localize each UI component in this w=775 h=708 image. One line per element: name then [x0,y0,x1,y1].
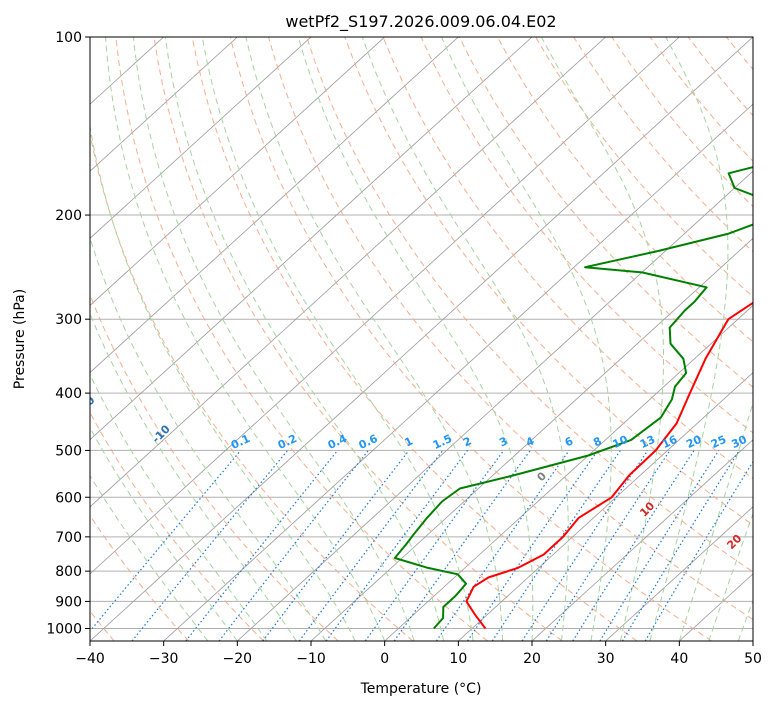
x-tick-label: −30 [149,651,179,667]
isotherm-line [605,506,753,641]
x-tick-label: 10 [449,651,467,667]
y-tick-label: 100 [55,30,82,46]
moist-adiabat-line [201,37,474,641]
mixing-ratio-line [491,450,621,641]
moist-adiabat-line [649,37,729,641]
moist-adiabat-line [105,37,386,641]
moist-adiabat-line [441,37,612,641]
x-tick-label: −20 [223,651,253,667]
isotherm-line [458,372,753,641]
mixing-ratio-line [298,450,444,641]
dry-adiabat-line [90,514,190,641]
x-tick-label: 0 [380,651,389,667]
dry-adiabat-line [90,411,264,641]
x-tick-label: 20 [523,651,541,667]
mixing-ratio-line [131,450,289,641]
moist-adiabat-line [708,512,753,641]
x-tick-label: 40 [670,651,688,667]
series-layer [393,166,753,630]
dry-adiabat-line [191,37,638,641]
x-tick-label: 50 [744,651,762,667]
grid-layer [90,37,753,641]
y-tick-label: 900 [55,594,82,610]
mixing-ratio-label: 16 [660,433,680,451]
y-tick-label: 200 [55,208,82,224]
mixing-ratio-line [90,450,242,632]
moist-adiabat-line [90,312,297,641]
y-tick-label: 800 [55,564,82,580]
dry-adiabat-line [306,37,753,573]
moist-adiabat-line [245,37,503,641]
mixing-ratio-line [545,450,671,641]
dry-adiabat-line [268,37,753,621]
isotherm-line [90,37,533,441]
moist-adiabat-line [90,426,238,641]
mixing-ratio-line [325,450,468,641]
dry-adiabat-line [229,37,712,641]
x-tick-label: −10 [296,651,326,667]
mixing-ratio-label: 20 [684,433,704,451]
isotherm-line [90,37,753,641]
mixing-ratio-label: 13 [638,433,657,451]
mixing-ratio-line [262,450,410,641]
isotherm-line [163,103,753,641]
mixing-ratio-line [521,450,649,641]
mixing-ratio-line [466,450,599,641]
mixing-ratio-line [621,450,740,641]
mixing-ratio-line [599,450,720,641]
mixing-ratio-label: 30 [729,433,749,451]
isotherm-line [90,37,385,306]
isotherm-line [90,37,680,575]
dewpoint-line [393,166,753,630]
isotherm-line [237,170,753,641]
isotherm-line [310,237,753,641]
moist-adiabat-line [90,236,327,641]
isotherm-line [90,37,606,508]
isotherm-line [90,37,459,374]
mixing-ratio-label: 36 [750,433,770,451]
plot-frame [89,36,754,642]
mixing-ratio-line [185,450,339,641]
mixing-ratio-line [364,450,505,641]
moist-adiabat-line [90,373,268,641]
isotherm-line [90,37,238,172]
y-tick-label: 600 [55,490,82,506]
moist-adiabat-line [297,37,534,641]
x-tick-label: −40 [75,651,105,667]
moist-adiabat-line [90,474,209,641]
mixing-ratio-line [572,450,695,641]
mixing-ratio-line [393,450,531,641]
mixing-ratio-line [435,450,570,641]
mixing-ratio-label: 10 [611,433,631,451]
moist-adiabat-line [540,37,664,641]
y-tick-label: 300 [55,312,82,328]
x-axis-title: Temperature (°C) [360,681,482,697]
dry-adiabat-label: -20 [74,393,97,416]
y-tick-label: 1000 [46,621,82,637]
dry-adiabat-line [115,37,488,641]
y-tick-label: 700 [55,530,82,546]
y-axis-title: Pressure (hPa) [12,289,28,389]
dry-adiabat-line [153,37,563,641]
mixing-ratio-label: 25 [709,433,728,451]
label-layer: -100-90-80-70-60-50-40-30-20-10010203040… [74,393,770,552]
temperature-line [465,301,753,630]
moist-adiabat-line [678,401,753,641]
isotherm-line [90,37,312,239]
dry-adiabat-line [344,37,753,526]
dry-adiabat-line [90,131,414,641]
isotherm-line [531,439,753,641]
moist-adiabat-line [164,37,445,641]
moist-adiabat-line [132,37,415,641]
y-tick-label: 400 [55,386,82,402]
x-tick-label: 30 [597,651,615,667]
moist-adiabat-line [361,37,569,641]
chart-title: wetPf2_S197.2026.009.06.04.E02 [285,12,556,32]
y-tick-label: 500 [55,443,82,459]
dry-adiabat-line [535,37,753,298]
moist-adiabat-line [90,123,356,641]
axis-layer: −40 −30 −20 −10 0 10 20 30 40 50 1000 900 800 700 600 5… [46,30,762,667]
